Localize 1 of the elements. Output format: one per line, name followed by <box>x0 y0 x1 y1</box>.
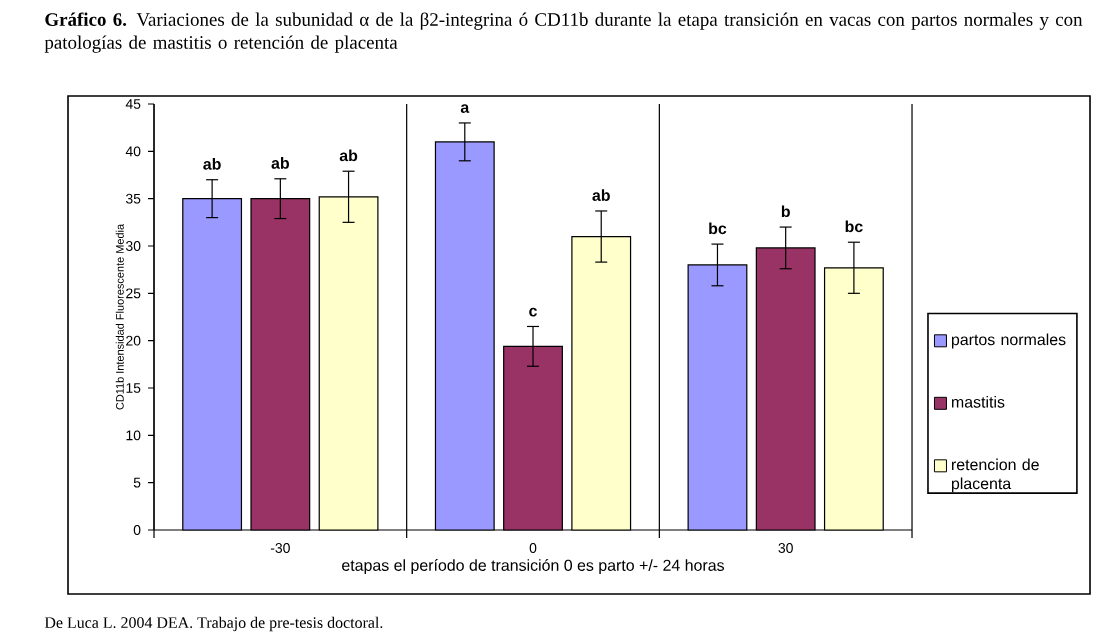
chart-title: Gráfico 6. Variaciones de la subunidad α de la β2-integrina ó CD11b durante la etapa transición en vacas con partos normales y con patologías de mastitis o retención de placenta <box>44 12 1083 53</box>
